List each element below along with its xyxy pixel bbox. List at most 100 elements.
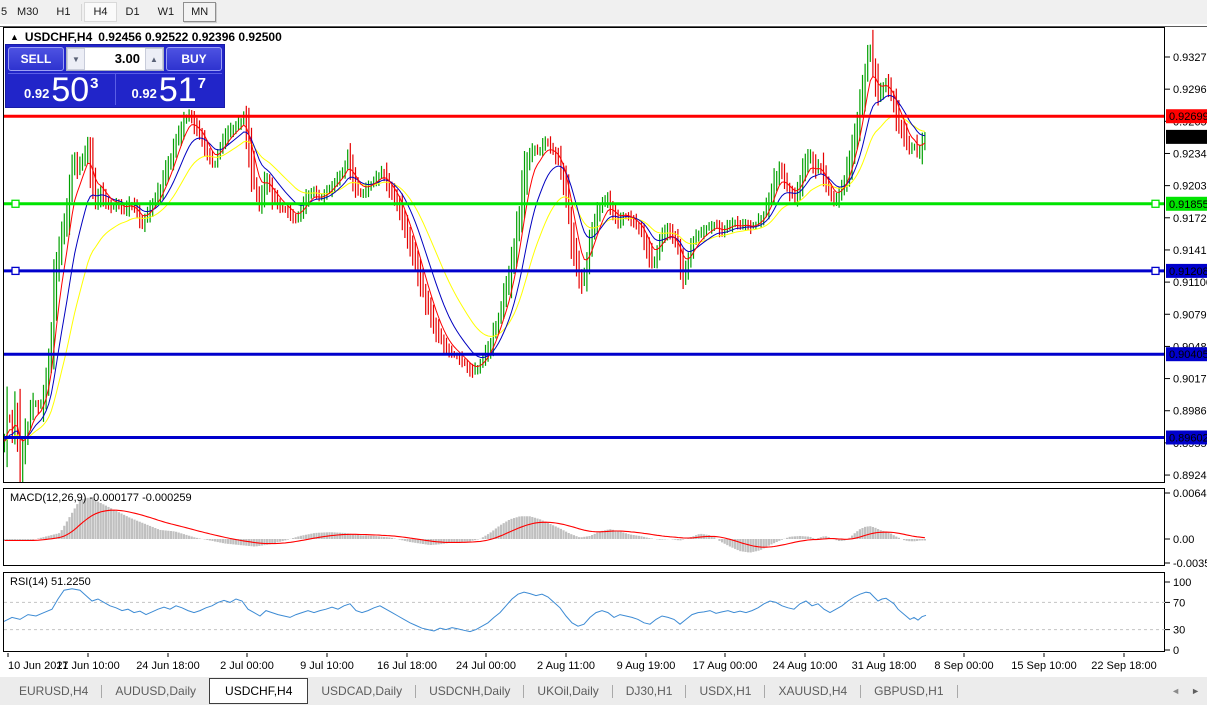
buy-price-main: 51 — [158, 71, 197, 109]
svg-text:0.92500: 0.92500 — [1169, 132, 1207, 144]
one-click-trading-panel: SELL ▼ 3.00 ▲ BUY 0.92 50 3 0.92 51 7 — [5, 44, 225, 108]
rsi-indicator-label: RSI(14) 51.2250 — [10, 576, 91, 588]
sell-price-sup: 3 — [90, 75, 99, 92]
rsi-axis-tick-label: 30 — [1173, 625, 1185, 637]
sell-button[interactable]: SELL — [8, 47, 64, 71]
hline-object-0.90405[interactable]: 0.90405 — [4, 347, 1207, 362]
hline-badge-label: 0.92699 — [1169, 111, 1207, 123]
rsi-axis-tick-label: 100 — [1173, 577, 1191, 589]
timeframe-button-mn[interactable]: MN — [183, 2, 217, 22]
symbol-tab-bar: ◄ ► EURUSD,H4 AUDUSD,Daily USDCHF,H4 USDCAD… — [0, 676, 1207, 705]
ma-slow-line — [4, 115, 925, 442]
chart-title: ▲ USDCHF,H4 0.92456 0.92522 0.92396 0.92… — [10, 30, 282, 44]
tab-separator — [956, 684, 958, 698]
time-axis-label: 24 Jun 18:00 — [136, 660, 200, 672]
current-price-badge: 0.92500 — [1166, 129, 1207, 144]
macd-signal-line — [4, 509, 925, 548]
time-axis-label: 17 Aug 00:00 — [693, 660, 758, 672]
timeframe-button-m30[interactable]: M30 — [17, 6, 39, 18]
sell-price-main: 50 — [51, 71, 90, 109]
tab-ukoil-daily[interactable]: UKOil,Daily — [537, 684, 599, 698]
tab-usdcad-daily[interactable]: USDCAD,Daily — [321, 684, 403, 698]
collapse-panel-icon[interactable]: ▲ — [10, 32, 19, 42]
macd-axis-tick-label: 0.006451 — [1173, 488, 1207, 500]
tab-separator — [611, 684, 613, 698]
macd-panel-border — [3, 488, 1165, 566]
hline-price-badge — [1166, 196, 1207, 211]
chart-symbol-label: USDCHF,H4 — [24, 30, 93, 44]
tab-separator — [685, 684, 687, 698]
macd-axis-tick-label: 0.00 — [1173, 534, 1194, 546]
timeframe-toolbar: 5 M30 H1 H4 D1 W1 MN — [0, 0, 1207, 24]
price-panel-border — [3, 27, 1165, 483]
tab-scroll-right-icon[interactable]: ► — [1191, 686, 1200, 696]
rsi-axis-tick-label: 0 — [1173, 645, 1179, 657]
hline-object-0.92699[interactable]: 0.92699 — [4, 109, 1207, 124]
hline-price-badge — [1166, 430, 1207, 445]
tab-separator — [860, 684, 862, 698]
rsi-line — [4, 588, 927, 633]
volume-increase-icon[interactable]: ▲ — [145, 48, 163, 70]
ma-fast-line — [4, 75, 926, 442]
toolbar-separator — [81, 3, 83, 21]
timeframe-button-w1[interactable]: W1 — [157, 6, 175, 18]
tab-separator — [101, 684, 103, 698]
time-axis-label: 15 Sep 10:00 — [1011, 660, 1076, 672]
hline-price-badge — [1166, 263, 1207, 278]
hline-object-0.91208[interactable]: 0.91208 — [4, 263, 1207, 278]
volume-value[interactable]: 3.00 — [114, 51, 140, 66]
tab-usdx-h1[interactable]: USDX,H1 — [699, 684, 752, 698]
ma-mid-line — [4, 94, 925, 442]
tab-usdchf-h4[interactable]: USDCHF,H4 — [209, 678, 309, 704]
buy-price-prefix: 0.92 — [131, 86, 157, 101]
time-axis-label: 2 Jul 00:00 — [220, 660, 274, 672]
tab-xauusd-h4[interactable]: XAUUSD,H4 — [778, 684, 848, 698]
sell-price-display[interactable]: 0.92 50 3 — [8, 71, 116, 109]
rsi-axis: 100 70 30 0 — [1165, 577, 1191, 657]
hline-object-0.89602[interactable]: 0.89602 — [4, 430, 1207, 445]
tab-gbpusd-h1[interactable]: GBPUSD,H1 — [874, 684, 944, 698]
macd-indicator-label: MACD(12,26,9) -0.000177 -0.000259 — [10, 492, 192, 504]
tab-usdcnh-daily[interactable]: USDCNH,Daily — [429, 684, 511, 698]
tab-separator — [415, 684, 417, 698]
timeframe-button-d1[interactable]: D1 — [125, 6, 140, 18]
tab-scroll-left-icon[interactable]: ◄ — [1171, 686, 1181, 696]
sell-price-prefix: 0.92 — [24, 86, 50, 101]
hline-object-0.91855[interactable]: 0.91855 — [4, 196, 1207, 211]
timeframe-button-h4[interactable]: H4 — [84, 2, 117, 22]
time-axis-label: 16 Jul 18:00 — [377, 660, 437, 672]
tab-eurusd-h4[interactable]: EURUSD,H4 — [19, 684, 89, 698]
buy-price-display[interactable]: 0.92 51 7 — [116, 71, 223, 109]
time-axis-label: 31 Aug 18:00 — [852, 660, 917, 672]
tab-separator — [523, 684, 525, 698]
hline-price-badge — [1166, 347, 1207, 362]
tab-audusd-daily[interactable]: AUDUSD,Daily — [115, 684, 197, 698]
time-axis-label: 8 Sep 00:00 — [934, 660, 993, 672]
time-axis-label: 10 Jun 2021 — [8, 660, 69, 672]
volume-stepper: ▼ 3.00 ▲ — [66, 47, 164, 71]
buy-button[interactable]: BUY — [166, 47, 222, 71]
timeframe-button-h1[interactable]: H1 — [56, 6, 71, 18]
tab-dj30-h1[interactable]: DJ30,H1 — [625, 684, 673, 698]
buy-price-sup: 7 — [197, 75, 206, 92]
time-axis-label: 24 Aug 10:00 — [773, 660, 838, 672]
tab-separator — [764, 684, 766, 698]
volume-decrease-icon[interactable]: ▼ — [67, 48, 85, 70]
macd-axis-tick-label: -0.003507 — [1173, 558, 1207, 570]
timeframe-button-5[interactable]: 5 — [1, 6, 8, 18]
time-axis-label: 22 Sep 18:00 — [1091, 660, 1156, 672]
time-axis-label: 9 Aug 19:00 — [617, 660, 676, 672]
time-axis-label: 17 Jun 10:00 — [56, 660, 120, 672]
time-axis-label: 2 Aug 11:00 — [537, 660, 595, 672]
